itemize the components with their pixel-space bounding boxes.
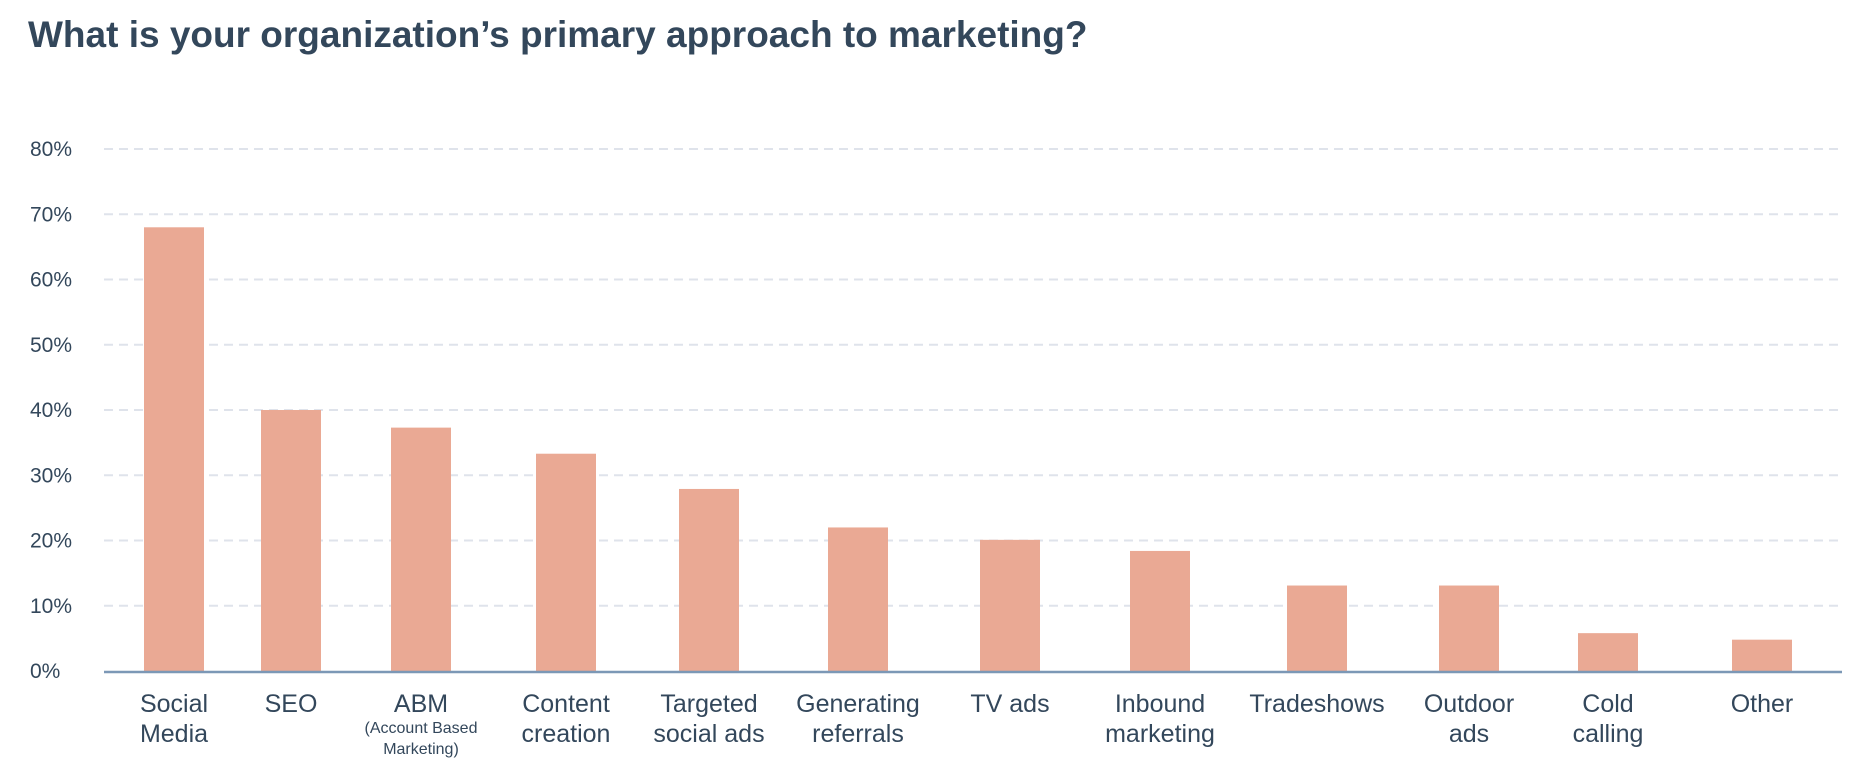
chart-title: What is your organization’s primary appr… xyxy=(28,14,1088,55)
x-tick-line: Social xyxy=(140,690,208,718)
bar xyxy=(1130,550,1190,671)
x-tick-line: SEO xyxy=(265,690,318,718)
bar xyxy=(1578,633,1638,671)
y-tick-label: 80% xyxy=(30,138,72,161)
x-tick-line: creation xyxy=(522,720,611,748)
x-tick-line: TV ads xyxy=(970,690,1049,718)
x-tick-line: Targeted xyxy=(660,690,757,718)
y-tick-label: 10% xyxy=(30,595,72,618)
x-tick-line: Generating xyxy=(796,690,920,718)
grid-layer xyxy=(104,148,1842,607)
x-tick-line: Cold xyxy=(1582,690,1633,718)
bar xyxy=(261,410,321,671)
x-tick-line: Other xyxy=(1731,690,1794,718)
x-tick-label: TV ads xyxy=(970,690,1049,718)
x-tick-line: Outdoor xyxy=(1424,690,1514,718)
y-tick-label: 30% xyxy=(30,464,72,487)
x-tick-label: SEO xyxy=(265,690,318,718)
x-tick-line: Content xyxy=(522,690,610,718)
y-tick-label: 20% xyxy=(30,530,72,553)
y-tick-label: 50% xyxy=(30,334,72,357)
bar xyxy=(391,427,451,671)
y-tick-label: 40% xyxy=(30,399,72,422)
bar xyxy=(1732,639,1792,671)
y-axis-ticks: 0% 10% 20% 30% 40% 50% 60% 70% 80% xyxy=(30,138,72,683)
x-tick-line: referrals xyxy=(812,720,904,748)
bar xyxy=(1439,585,1499,671)
bar xyxy=(1287,585,1347,671)
bar xyxy=(536,453,596,671)
x-tick-subtitle: Marketing) xyxy=(383,741,459,758)
x-tick-line: calling xyxy=(1573,720,1644,748)
x-tick-label: ABM (Account Based Marketing) xyxy=(365,690,478,758)
y-tick-label: 70% xyxy=(30,203,72,226)
x-tick-line: ads xyxy=(1449,720,1489,748)
bars xyxy=(144,227,1792,672)
x-tick-subtitle: (Account Based xyxy=(365,720,478,737)
x-tick-line: Inbound xyxy=(1115,690,1205,718)
x-tick-line: marketing xyxy=(1105,720,1215,748)
x-tick-line: Media xyxy=(140,720,208,748)
x-tick-line: social ads xyxy=(653,720,764,748)
x-tick-line: ABM xyxy=(394,690,448,718)
x-tick-line: Tradeshows xyxy=(1249,690,1384,718)
x-tick-label: Tradeshows xyxy=(1249,690,1384,718)
bar xyxy=(679,488,739,671)
bar xyxy=(828,527,888,671)
y-tick-label: 60% xyxy=(30,269,72,292)
bar xyxy=(144,227,204,672)
y-tick-label: 0% xyxy=(30,660,60,683)
x-tick-label: Other xyxy=(1731,690,1794,718)
bar xyxy=(980,539,1040,671)
